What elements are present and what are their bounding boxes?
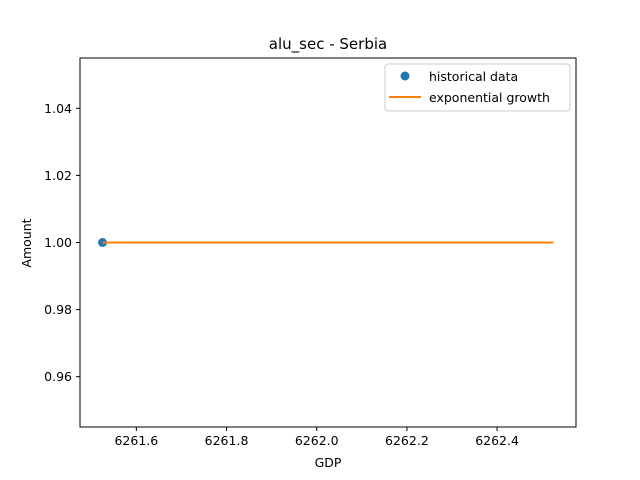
x-tick-label: 6262.4 [475,433,519,448]
y-tick-label: 0.96 [44,369,72,384]
y-tick-label: 1.04 [44,101,72,116]
legend-label-exponential-growth: exponential growth [429,90,550,105]
x-tick-label: 6262.0 [295,433,339,448]
y-axis: 0.96 0.98 1.00 1.02 1.04 [44,101,80,384]
y-tick-label: 0.98 [44,302,72,317]
y-tick-label: 1.00 [44,235,72,250]
legend-label-historical-data: historical data [429,69,518,84]
y-axis-label: Amount [19,218,34,267]
x-tick-label: 6262.2 [385,433,429,448]
x-axis-label: GDP [315,455,342,470]
legend-box [384,63,571,112]
x-axis: 6261.6 6261.8 6262.0 6262.2 6262.4 [114,427,519,448]
legend-marker-historical-data [400,71,410,81]
plot-area [98,238,554,247]
x-tick-label: 6261.6 [114,433,158,448]
x-tick-label: 6261.8 [205,433,249,448]
y-tick-label: 1.02 [44,168,72,183]
chart-title: alu_sec - Serbia [269,35,387,54]
legend: historical data exponential growth [384,63,571,112]
